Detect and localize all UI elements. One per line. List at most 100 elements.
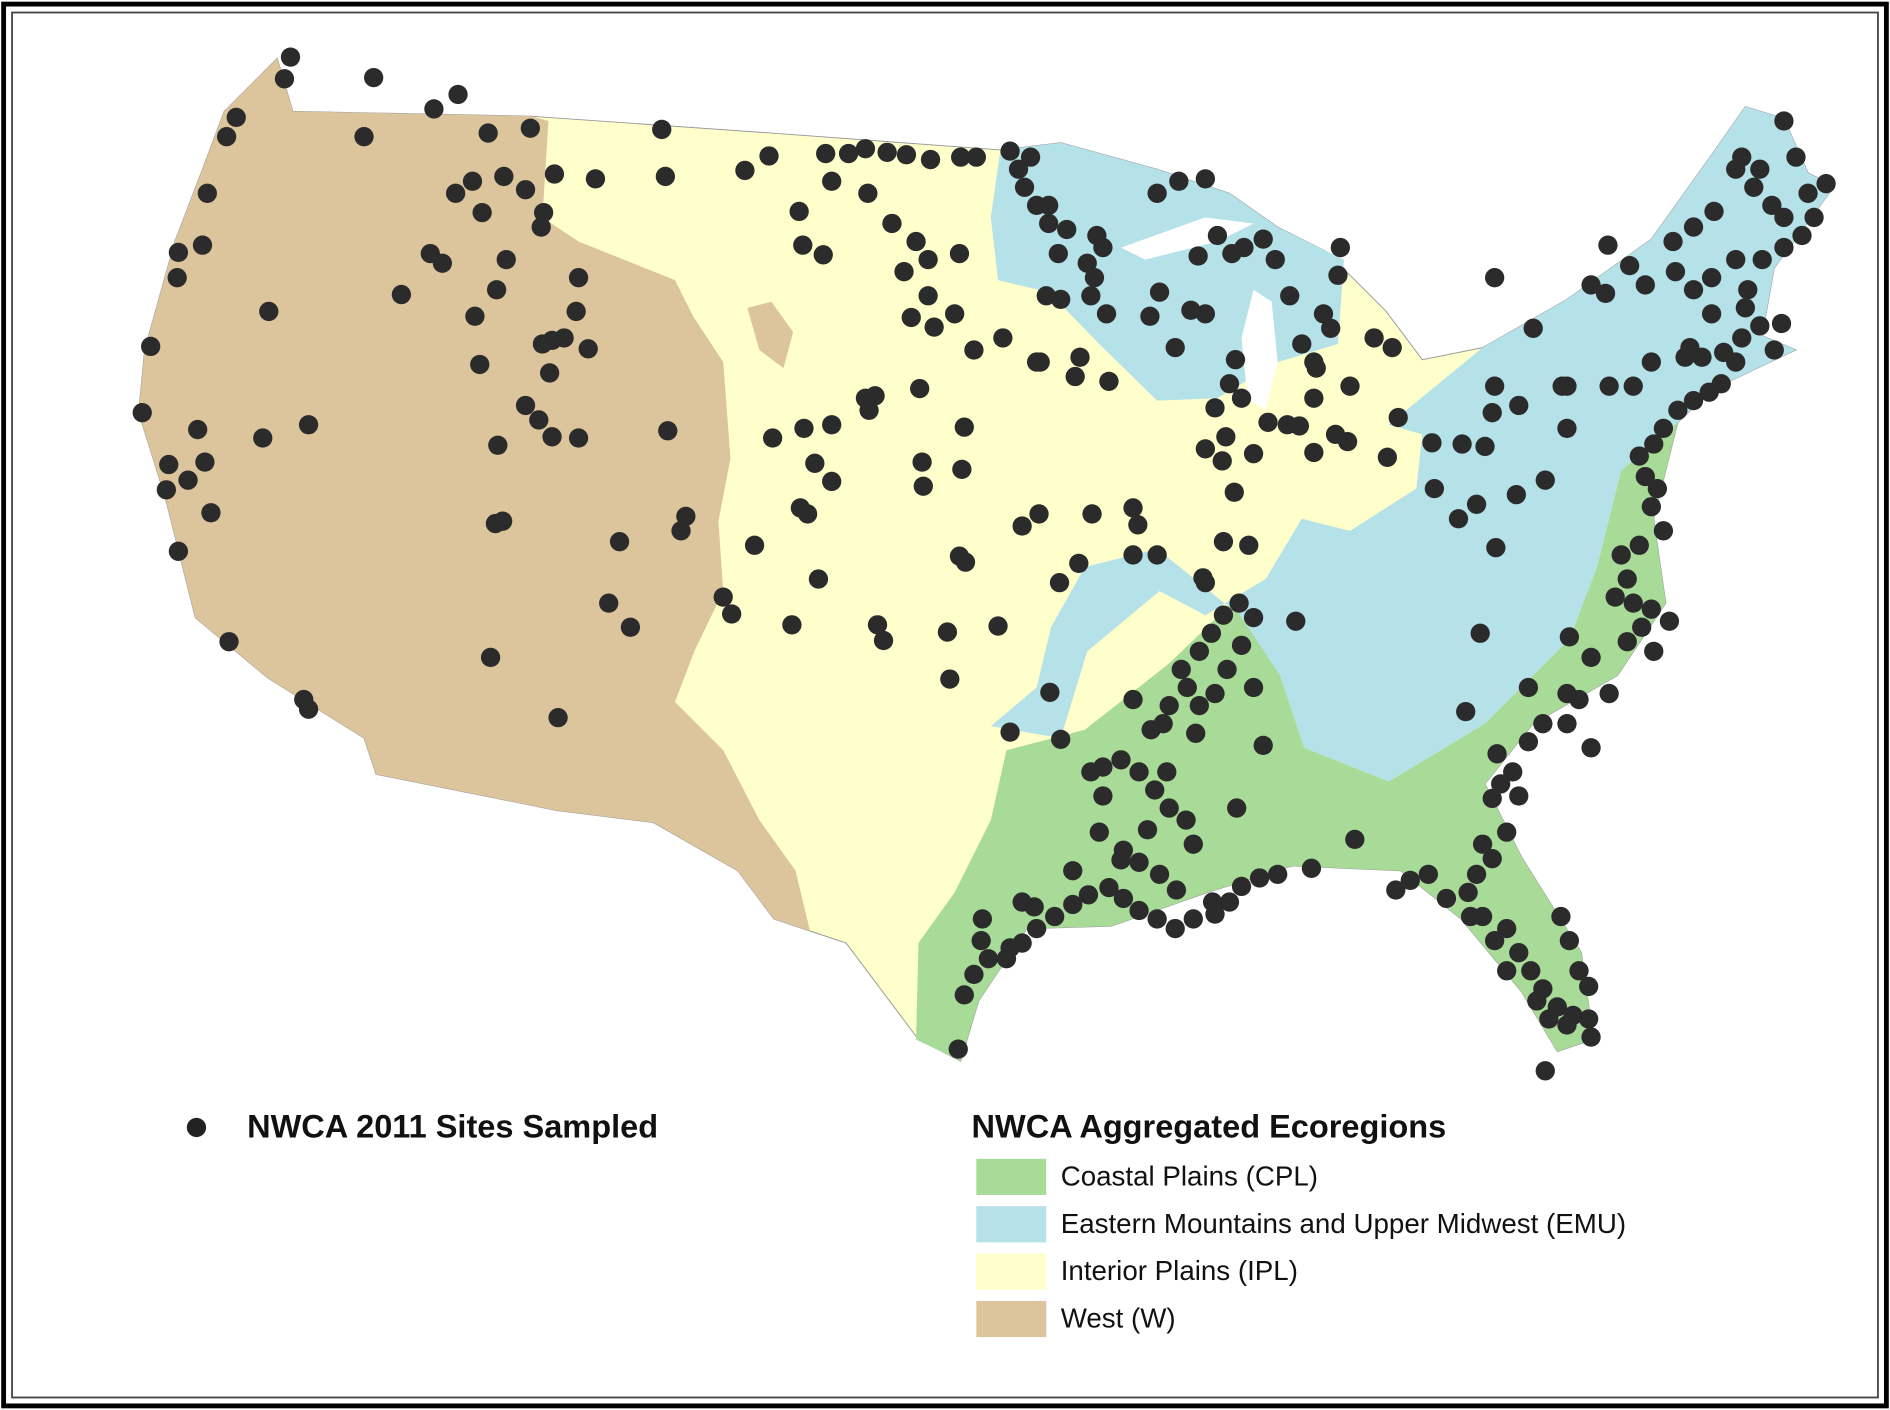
site-marker — [1762, 195, 1782, 216]
site-marker — [1183, 909, 1203, 929]
site-marker — [1040, 682, 1060, 702]
site-marker — [1169, 171, 1189, 191]
site-marker — [1063, 861, 1083, 881]
site-marker — [1140, 306, 1160, 326]
site-marker — [1070, 347, 1090, 367]
site-marker — [1224, 482, 1244, 502]
site-marker — [1078, 885, 1099, 905]
site-marker — [744, 535, 765, 555]
site-marker — [1617, 569, 1637, 589]
site-marker — [1635, 275, 1655, 295]
site-marker — [952, 459, 972, 479]
site-marker — [655, 166, 675, 187]
site-marker — [1605, 587, 1625, 607]
site-marker — [391, 284, 412, 305]
site-marker — [1774, 111, 1794, 131]
site-marker — [259, 301, 279, 322]
site-marker — [1436, 888, 1457, 909]
site-marker — [1045, 906, 1065, 927]
site-marker — [1726, 249, 1746, 270]
site-marker — [1466, 864, 1487, 884]
site-marker — [1149, 864, 1170, 884]
site-marker — [168, 242, 189, 263]
site-marker — [1048, 243, 1068, 264]
site-marker — [532, 334, 553, 354]
site-marker — [364, 67, 384, 88]
site-marker — [877, 142, 897, 162]
site-marker — [1231, 635, 1252, 655]
site-marker — [1539, 1009, 1559, 1029]
site-marker — [782, 615, 802, 635]
site-marker — [652, 119, 672, 140]
site-marker — [1581, 275, 1601, 295]
site-marker — [1659, 611, 1680, 631]
site-marker — [1699, 382, 1719, 402]
site-marker — [1418, 864, 1438, 884]
site-marker — [1292, 334, 1312, 354]
site-marker — [735, 160, 755, 181]
site-marker — [1195, 439, 1215, 459]
site-marker — [1231, 876, 1252, 897]
site-marker — [1653, 521, 1674, 541]
site-marker — [759, 146, 779, 166]
site-marker — [1051, 289, 1071, 310]
site-marker — [1364, 328, 1384, 348]
site-marker — [1701, 304, 1722, 324]
site-marker — [896, 145, 917, 165]
site-marker — [1253, 229, 1273, 249]
site-marker — [1189, 695, 1209, 716]
site-marker — [1506, 485, 1526, 505]
site-marker — [1623, 593, 1643, 613]
site-marker — [1026, 352, 1047, 372]
site-marker — [1345, 829, 1365, 850]
site-marker — [1487, 744, 1507, 764]
west-region — [138, 58, 810, 932]
site-marker — [566, 301, 586, 322]
site-marker — [568, 268, 589, 288]
coastal-plains-region — [916, 422, 1678, 1062]
site-marker — [1129, 852, 1149, 872]
site-marker — [219, 632, 239, 652]
site-marker — [554, 328, 574, 348]
site-marker — [794, 418, 814, 439]
site-marker — [1024, 897, 1044, 917]
site-marker — [1020, 147, 1041, 167]
site-marker — [1735, 298, 1755, 318]
site-marker — [858, 183, 878, 203]
site-marker — [1289, 416, 1310, 436]
site-marker — [486, 280, 507, 300]
legend-swatch — [976, 1206, 1047, 1243]
site-marker — [1213, 605, 1234, 625]
site-marker — [1149, 282, 1170, 302]
site-marker — [1087, 225, 1107, 246]
site-marker — [496, 249, 516, 270]
site-marker — [1535, 470, 1555, 490]
site-marker — [1231, 388, 1252, 408]
site-marker — [865, 386, 885, 406]
site-marker — [1482, 849, 1502, 869]
site-marker — [1227, 798, 1247, 818]
site-marker — [1219, 892, 1240, 912]
site-marker — [354, 127, 374, 147]
site-marker — [548, 708, 568, 728]
site-marker — [1732, 328, 1752, 348]
site-marker — [1482, 403, 1502, 423]
site-marker — [568, 428, 589, 448]
site-marker — [1082, 504, 1102, 524]
site-marker — [1641, 497, 1661, 517]
site-marker — [1632, 617, 1652, 637]
site-marker — [1036, 286, 1056, 306]
site-marker — [424, 99, 444, 119]
site-marker — [494, 166, 514, 187]
site-marker — [1000, 722, 1020, 742]
site-marker — [1093, 786, 1113, 806]
site-marker — [1212, 451, 1232, 471]
site-marker — [1188, 246, 1208, 266]
site-marker — [201, 503, 221, 523]
lake-michigan — [1241, 289, 1278, 411]
site-marker — [1328, 265, 1348, 285]
site-marker — [1764, 340, 1784, 360]
site-marker — [515, 180, 536, 200]
site-marker — [1377, 447, 1398, 467]
site-marker — [951, 147, 971, 167]
